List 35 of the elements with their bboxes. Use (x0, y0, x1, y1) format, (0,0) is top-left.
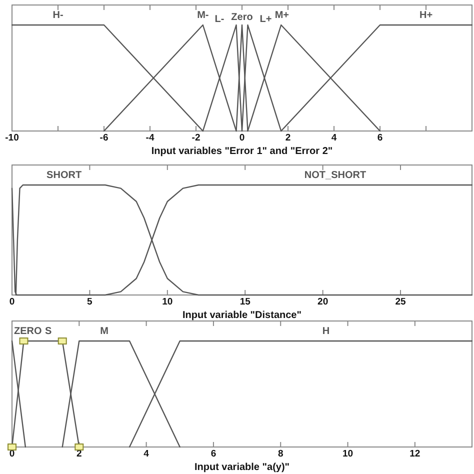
series-label: M- (197, 10, 209, 21)
series-label: H+ (419, 10, 433, 21)
series-label: H- (52, 10, 64, 21)
x-tick-label: 25 (395, 296, 407, 308)
x-tick-label: 0 (9, 296, 15, 308)
x-axis-title: Input variable "Distance" (182, 310, 302, 321)
x-tick-label: 5 (87, 296, 94, 308)
x-tick-label: 6 (210, 448, 216, 460)
x-tick-label: 8 (278, 448, 284, 460)
x-tick-label: 12 (410, 448, 420, 460)
x-tick-label: 20 (318, 296, 328, 308)
series-label: ZERO (14, 326, 42, 337)
series-label: S (45, 326, 52, 337)
x-tick-label: -10 (5, 132, 19, 144)
x-tick-label: 4 (331, 132, 338, 144)
x-axis-title: Input variables "Error 1" and "Error 2" (151, 146, 333, 157)
x-tick-label: 2 (285, 132, 291, 144)
series-label: M+ (274, 10, 290, 21)
x-tick-label: 10 (162, 296, 173, 308)
x-tick-label: 15 (240, 296, 252, 308)
series-label: H (322, 326, 330, 337)
x-tick-label: -4 (146, 132, 155, 144)
series-label: SHORT (46, 170, 82, 181)
x-tick-label: 4 (144, 448, 150, 460)
series-label: L+ (260, 14, 272, 25)
series-label: NOT_SHORT (304, 170, 366, 181)
x-tick-label: 6 (377, 132, 383, 144)
series-label: L- (214, 14, 224, 25)
x-tick-label: 10 (342, 448, 354, 460)
series-label: Zero (231, 12, 253, 23)
x-tick-label: -2 (192, 132, 200, 144)
series-label: M (100, 326, 109, 337)
x-tick-label: 0 (239, 132, 245, 144)
x-axis-title: Input variable "a(y)" (194, 462, 290, 473)
x-tick-label: -6 (100, 132, 108, 144)
